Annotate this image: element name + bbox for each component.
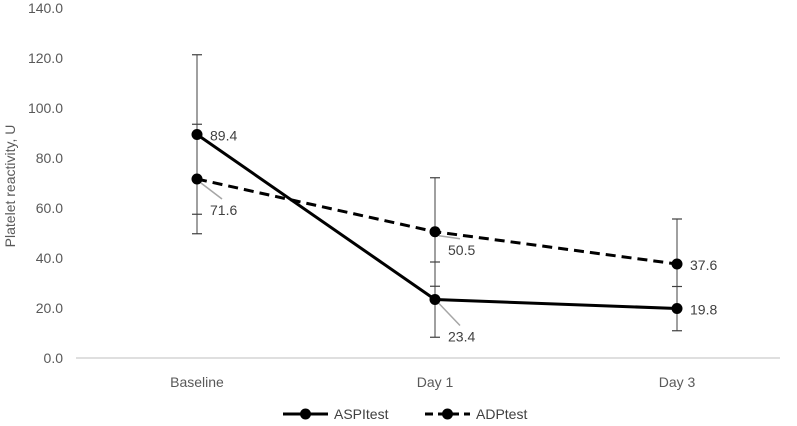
label-leader-line [438,302,461,327]
x-tick-label: Day 3 [659,374,696,390]
y-tick-label: 20.0 [36,300,63,316]
legend-label: ASPItest [334,406,389,422]
x-axis-ticks: Baseline Day 1 Day 3 [170,374,695,390]
data-point-adptest [671,258,683,270]
y-axis-ticks: 0.0 20.0 40.0 60.0 80.0 100.0 120.0 140.0 [28,0,63,366]
legend-label: ADPtest [476,406,527,422]
x-tick-label: Baseline [170,374,224,390]
legend-marker-swatch [300,408,311,420]
y-tick-label: 80.0 [36,150,63,166]
label-leader-line [438,235,461,240]
data-point-adptest [191,173,203,185]
series-line-adptest [196,177,678,266]
x-tick-label: Day 1 [417,374,454,390]
data-markers [191,129,683,314]
data-label-adptest: 71.6 [210,202,237,218]
data-label-aspitest: 89.4 [210,128,237,144]
legend-marker-swatch [442,408,453,420]
y-tick-label: 40.0 [36,250,63,266]
data-point-aspitest [191,129,203,140]
y-axis-title-group: Platelet reactivity, U [2,125,18,248]
y-tick-label: 140.0 [28,0,63,16]
y-tick-label: 0.0 [44,350,64,366]
data-label-adptest: 37.6 [690,257,717,273]
data-label-adptest: 50.5 [448,242,475,258]
data-point-aspitest [429,294,441,305]
legend-item-aspitest: ASPItest [283,406,389,422]
y-tick-label: 120.0 [28,50,63,66]
label-leader-lines [200,182,461,327]
data-point-aspitest [671,303,683,314]
series-lines [196,133,678,310]
data-labels: 89.4 23.4 19.8 71.6 50.5 37.6 [210,128,717,345]
y-axis-title: Platelet reactivity, U [2,125,18,248]
y-tick-label: 100.0 [28,100,63,116]
legend: ASPItest ADPtest [283,406,527,422]
data-label-aspitest: 23.4 [448,329,475,345]
y-tick-label: 60.0 [36,200,63,216]
legend-item-adptest: ADPtest [425,406,527,422]
data-point-adptest [429,226,441,238]
label-leader-line [200,182,223,200]
series-line-aspitest [196,133,678,310]
data-label-aspitest: 19.8 [690,302,717,318]
